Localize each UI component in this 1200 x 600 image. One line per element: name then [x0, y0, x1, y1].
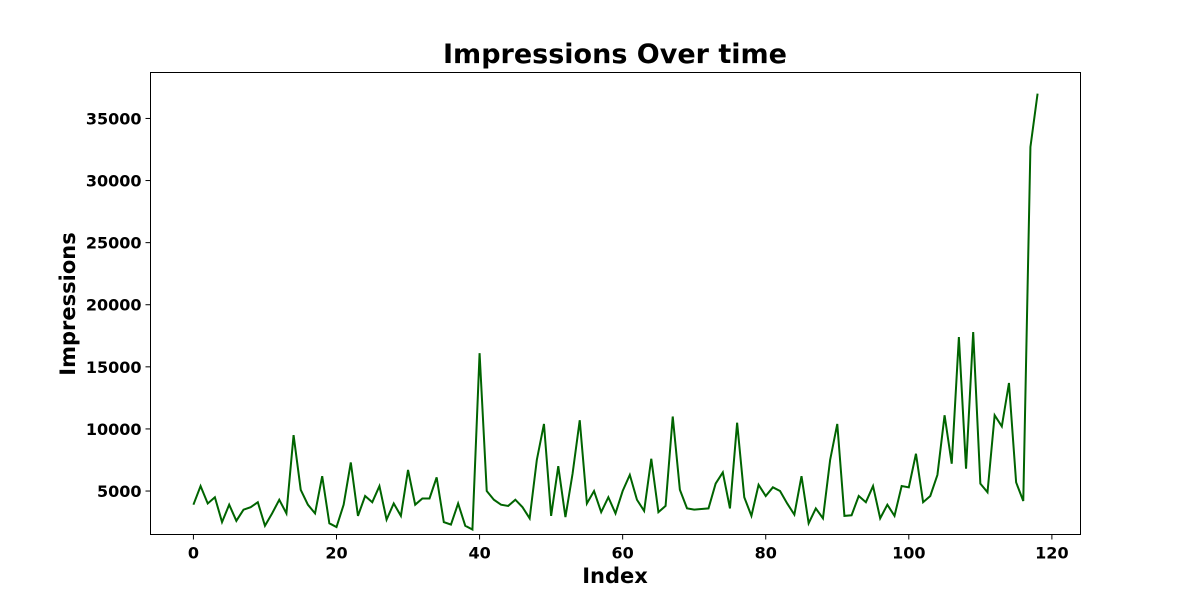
x-tick-label: 120 — [1035, 544, 1068, 563]
y-tick-label: 30000 — [86, 172, 142, 191]
y-tick-label: 10000 — [86, 420, 142, 439]
x-tick-label: 80 — [755, 544, 777, 563]
plot-frame — [150, 72, 1081, 535]
x-tick-label: 40 — [468, 544, 490, 563]
chart-title: Impressions Over time — [443, 39, 787, 70]
x-axis: 0 20 40 60 80 100 120 — [188, 534, 1069, 563]
x-tick-label: 100 — [892, 544, 925, 563]
x-tick-label: 0 — [188, 544, 199, 563]
x-tick-label: 60 — [612, 544, 634, 563]
x-tick-label: 20 — [325, 544, 347, 563]
y-axis: 5000 10000 15000 20000 25000 30000 35000 — [86, 109, 151, 501]
y-tick-label: 15000 — [86, 358, 142, 377]
y-axis-label: Impressions — [56, 232, 80, 375]
y-tick-label: 20000 — [86, 296, 142, 315]
x-axis-label: Index — [582, 564, 648, 588]
y-tick-label: 35000 — [86, 109, 142, 128]
y-tick-label: 25000 — [86, 234, 142, 253]
y-tick-label: 5000 — [97, 482, 142, 501]
series-line-impressions — [192, 93, 1039, 532]
